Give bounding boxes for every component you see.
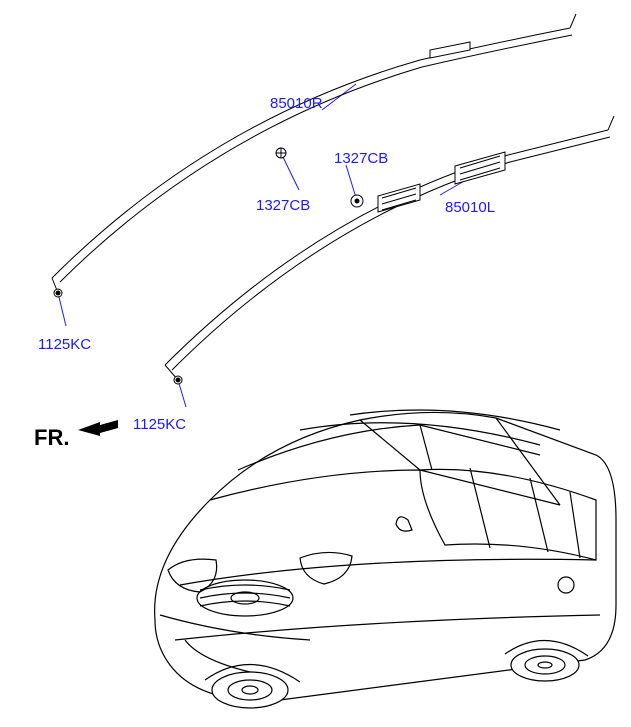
label-1125KC-a: 1125KC [38,336,91,353]
airbag-curtain-left [165,116,614,384]
front-direction-arrow [78,420,118,436]
front-direction-label: FR. [34,425,69,451]
leader-1125KC_a [58,293,66,326]
label-1327CB-b: 1327CB [334,150,388,167]
label-85010L: 85010L [445,199,495,216]
leader-1327CB_a [281,153,299,190]
label-1327CB-a: 1327CB [256,197,310,214]
vehicle-outline [155,410,616,708]
label-85010R: 85010R [270,95,323,112]
label-1125KC-b: 1125KC [133,416,186,433]
